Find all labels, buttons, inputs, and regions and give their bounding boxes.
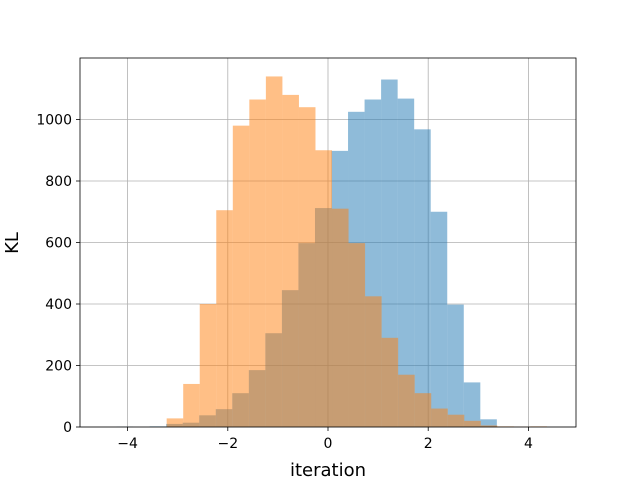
y-tick-label: 400 — [45, 297, 72, 313]
x-tick-label: 2 — [424, 436, 433, 452]
histogram-bar — [447, 414, 465, 427]
histogram-bar — [232, 125, 250, 428]
bars — [116, 76, 547, 428]
histogram-bar — [414, 393, 432, 427]
histogram-bar — [216, 210, 233, 427]
histogram-bar — [397, 98, 415, 427]
histogram-bar — [464, 420, 481, 427]
y-tick-label: 0 — [63, 420, 72, 436]
histogram-bar — [315, 150, 333, 427]
x-axis: −4 −2 0 2 4 — [117, 427, 533, 452]
histogram-bar — [414, 129, 431, 427]
histogram-bar — [480, 425, 498, 427]
histogram-bar — [298, 107, 316, 427]
histogram-bar — [381, 337, 399, 427]
y-axis-label: KL — [2, 232, 23, 254]
y-axis: 0 200 400 600 800 1000 — [36, 113, 80, 436]
histogram-bar — [166, 418, 184, 427]
histogram-bar — [431, 408, 448, 427]
histogram-bar — [480, 419, 497, 427]
histogram-bar — [430, 211, 448, 427]
y-tick-label: 200 — [45, 359, 72, 375]
x-tick-label: −2 — [217, 436, 238, 452]
histogram-bar — [332, 208, 349, 427]
histogram-bar — [365, 296, 382, 427]
histogram-bar — [463, 382, 481, 427]
histogram-bar — [183, 383, 200, 427]
histogram-bar — [282, 94, 299, 428]
x-axis-label: iteration — [290, 460, 366, 480]
histogram-bar — [249, 99, 266, 427]
histogram-bar — [199, 304, 217, 427]
y-tick-label: 800 — [45, 174, 72, 190]
y-tick-label: 600 — [45, 236, 72, 252]
x-tick-label: 0 — [324, 436, 333, 452]
x-tick-label: −4 — [117, 436, 138, 452]
histogram-bar — [348, 243, 366, 427]
histogram-bar — [398, 374, 415, 427]
histogram-bar — [447, 304, 464, 427]
x-tick-label: 4 — [524, 436, 533, 452]
y-tick-label: 1000 — [36, 113, 72, 129]
histogram-bar — [265, 76, 283, 427]
